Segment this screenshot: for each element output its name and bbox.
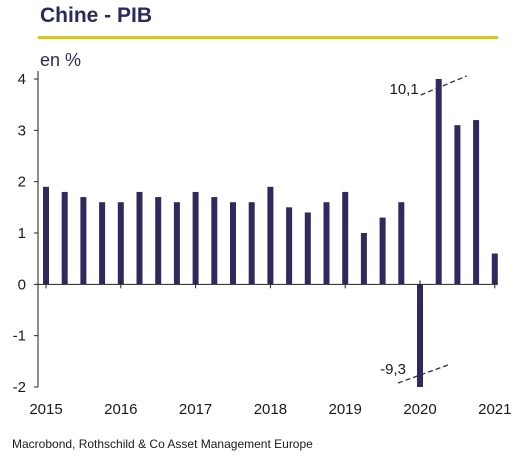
bar: 2020 T3: 3.1	[454, 125, 461, 285]
x-tick-label: 2019	[329, 401, 362, 418]
bar: 2021 T1: 0.6	[491, 253, 498, 285]
bar: 2018 T4: 1.6	[323, 202, 330, 285]
y-tick-label: 1	[18, 225, 26, 242]
x-tick-label: 2020	[403, 401, 436, 418]
bar: 2019 T2: 1	[360, 233, 367, 285]
unit-label: en %	[40, 50, 82, 70]
bar: 2019 T4: 1.6	[398, 202, 405, 285]
bar: 2015 T4: 1.6	[99, 202, 106, 285]
bar: 2016 T3: 1.7	[155, 197, 162, 285]
bar: 2017 T3: 1.6	[230, 202, 236, 285]
x-tick-label: 2015	[29, 401, 62, 418]
bar: 2020 T4: 3.2	[473, 120, 480, 285]
bar: 2017 T2: 1.7	[211, 197, 218, 285]
bar: 2016 T1: 1.6	[117, 202, 124, 285]
annotation-label: -9,3	[380, 361, 406, 378]
y-tick-label: -2	[13, 379, 26, 396]
bar: 2016 T2: 1.8	[136, 191, 143, 285]
bar: 2015 T2: 1.8	[61, 191, 68, 285]
bar: 2020 T1: -9.3	[417, 284, 423, 387]
break-line	[420, 75, 467, 96]
bar: 2017 T4: 1.6	[248, 202, 255, 285]
bar: 2015 T3: 1.7	[80, 197, 87, 285]
bar: 2018 T2: 1.5	[286, 207, 293, 285]
x-tick-label: 2018	[254, 401, 287, 418]
chart-title: Chine - PIB	[40, 4, 153, 27]
bar: 2020 T2: 10.1	[435, 79, 442, 285]
x-tick-label: 2016	[104, 401, 137, 418]
y-tick-label: 4	[18, 71, 26, 88]
bar: 2019 T1: 1.8	[342, 191, 349, 285]
bar: 2019 T3: 1.3	[379, 217, 386, 285]
bar: 2018 T3: 1.4	[304, 212, 311, 285]
y-tick-label: 3	[18, 122, 26, 139]
title-underline	[38, 36, 498, 39]
bar: 2018 T1: 1.9	[267, 186, 274, 285]
bar: 2016 T4: 1.6	[173, 202, 180, 285]
x-tick-label: 2017	[179, 401, 212, 418]
y-tick-label: 2	[18, 174, 26, 191]
x-tick-label: 2021	[478, 401, 511, 418]
annotation-label: 10,1	[389, 81, 418, 98]
bar: 2015 T1: 1.9	[43, 186, 49, 285]
break-line	[397, 364, 449, 384]
bar: 2017 T1: 1.8	[192, 191, 199, 285]
y-tick-label: 0	[18, 276, 26, 293]
source-note: Macrobond, Rothschild & Co Asset Managem…	[12, 437, 313, 451]
y-tick-label: -1	[13, 328, 26, 345]
